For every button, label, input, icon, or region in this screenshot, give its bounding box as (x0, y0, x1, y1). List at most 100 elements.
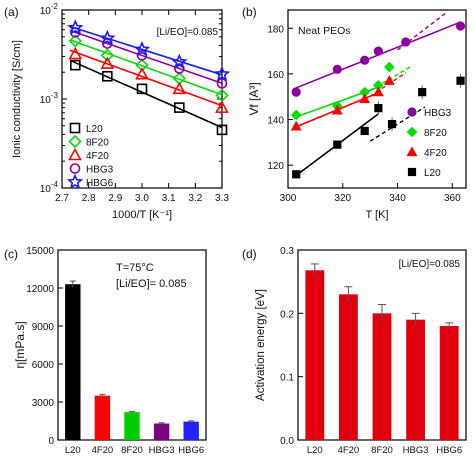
bar-HBG6 (183, 421, 199, 440)
data-point (174, 102, 185, 113)
legend-label: L20 (86, 124, 103, 135)
y-tick-label: 160 (267, 70, 284, 81)
panel-a: (a) 2.7 2.8 2.9 3.0 3.1 3.2 3.3 10-4 10-3 10-2 1000… (4, 2, 231, 221)
y-axis-label: Activation energy [eV] (255, 289, 267, 401)
x-tick-label: 8F20 (371, 445, 393, 456)
legend-label: HBG3 (424, 108, 452, 119)
fit-line (69, 25, 223, 76)
series-8F20 (68, 34, 229, 102)
x-tick-label: 300 (280, 193, 297, 204)
x-tick-label: 3.3 (215, 193, 229, 204)
data-point (172, 81, 187, 95)
data-point (291, 87, 301, 97)
y-tick-label: 0.1 (280, 373, 294, 384)
data-point (215, 100, 229, 113)
data-point (383, 75, 395, 85)
data-point (67, 19, 84, 35)
data-point (372, 86, 384, 97)
data-point (133, 40, 151, 57)
data-point (332, 64, 342, 74)
x-tick-label: L20 (307, 445, 323, 456)
legend-marker (66, 173, 84, 189)
legend-label: HBG3 (86, 165, 114, 176)
data-point (136, 83, 148, 95)
data-point (418, 88, 427, 97)
data-point (384, 61, 395, 73)
x-tick-label: 2.7 (55, 193, 69, 204)
legend-marker (68, 134, 82, 149)
annotation-temperature: T=75°C (116, 262, 154, 274)
annotation: [Li/EO]=0.085 (157, 27, 219, 38)
data-point (292, 170, 301, 179)
legend: L20 8F20 4F20 HBG3 HBG6 (66, 122, 114, 189)
y-axis-label: Ionic conductivity [S/cm] (11, 40, 23, 158)
panel-label: (d) (242, 247, 257, 261)
data-point (374, 104, 383, 113)
data-point (171, 53, 188, 70)
data-point (135, 58, 149, 72)
x-tick-label: 3.2 (188, 193, 202, 204)
legend: HBG3 8F20 4F20 L20 (406, 107, 452, 179)
y-tick-label: 120 (267, 161, 284, 172)
bar-8F20 (124, 412, 140, 440)
y-tick-label: 15000 (26, 246, 54, 257)
x-tick-label: HBG3 (149, 445, 175, 456)
x-tick-label: L20 (65, 445, 81, 456)
x-tick-label: 320 (334, 193, 351, 204)
series-L20 (292, 73, 465, 179)
data-point (290, 109, 302, 121)
legend-label: 8F20 (424, 128, 447, 139)
legend-marker (68, 147, 82, 161)
y-tick-label: 9000 (32, 322, 55, 333)
y-tick-label: 140 (267, 116, 284, 127)
y-tick-label: 0 (48, 436, 54, 447)
legend-label: 4F20 (424, 148, 447, 159)
x-tick-label: HBG6 (436, 445, 462, 456)
y-tick-label: 10-2 (40, 2, 59, 17)
y-tick-label: 180 (267, 24, 284, 35)
x-tick-label: 2.9 (108, 193, 122, 204)
legend-label: L20 (424, 168, 441, 179)
series-HBG3 (291, 11, 466, 97)
data-point (216, 78, 228, 89)
data-point (333, 140, 342, 149)
x-tick-label: HBG6 (178, 445, 204, 456)
bar-HBG6 (439, 326, 459, 440)
data-point (290, 120, 302, 131)
data-point (68, 34, 82, 48)
data-point (99, 29, 116, 46)
fit-line (293, 21, 461, 90)
bar-HBG3 (406, 319, 426, 440)
annotation-ratio: [Li/EO]= 0.085 (116, 278, 187, 290)
bar-4F20 (94, 395, 111, 440)
data-point (213, 65, 231, 82)
x-tick-label: 2.8 (82, 193, 96, 204)
x-axis-label: 1000/T [K⁻¹] (112, 209, 172, 221)
x-tick-label: 4F20 (92, 445, 114, 456)
x-tick-label: 340 (389, 193, 406, 204)
legend-label: HBG6 (86, 178, 114, 189)
legend-label: 8F20 (86, 138, 109, 149)
y-tick-label: 0.3 (280, 246, 294, 257)
data-point (100, 56, 115, 69)
x-tick-label: 4F20 (338, 445, 360, 456)
legend-marker (406, 126, 418, 138)
panel-b: (b) 300 320 340 360 120 140 160 180 T [K] Vf [A³] N… (242, 5, 467, 221)
y-tick-label: 12000 (26, 284, 54, 295)
bar-4F20 (338, 294, 358, 440)
data-point (387, 120, 397, 129)
x-tick-label: 3.1 (162, 193, 176, 204)
bar-8F20 (372, 313, 392, 440)
panel-d: (d) 0.0 0.1 0.2 0.3 Activation energy [eV] [Li… (242, 246, 467, 456)
data-point (135, 67, 149, 80)
bar-L20 (65, 284, 81, 440)
annotation: [Li/EO]=0.085 (399, 259, 461, 270)
y-axis-label: η[mPa.s] (13, 321, 27, 368)
bar-HBG3 (153, 423, 170, 440)
plot-frame (287, 9, 467, 189)
legend-marker (407, 107, 417, 117)
bar-L20 (305, 270, 325, 440)
y-tick-label: 10-3 (40, 91, 59, 106)
panel-label: (c) (4, 247, 18, 261)
